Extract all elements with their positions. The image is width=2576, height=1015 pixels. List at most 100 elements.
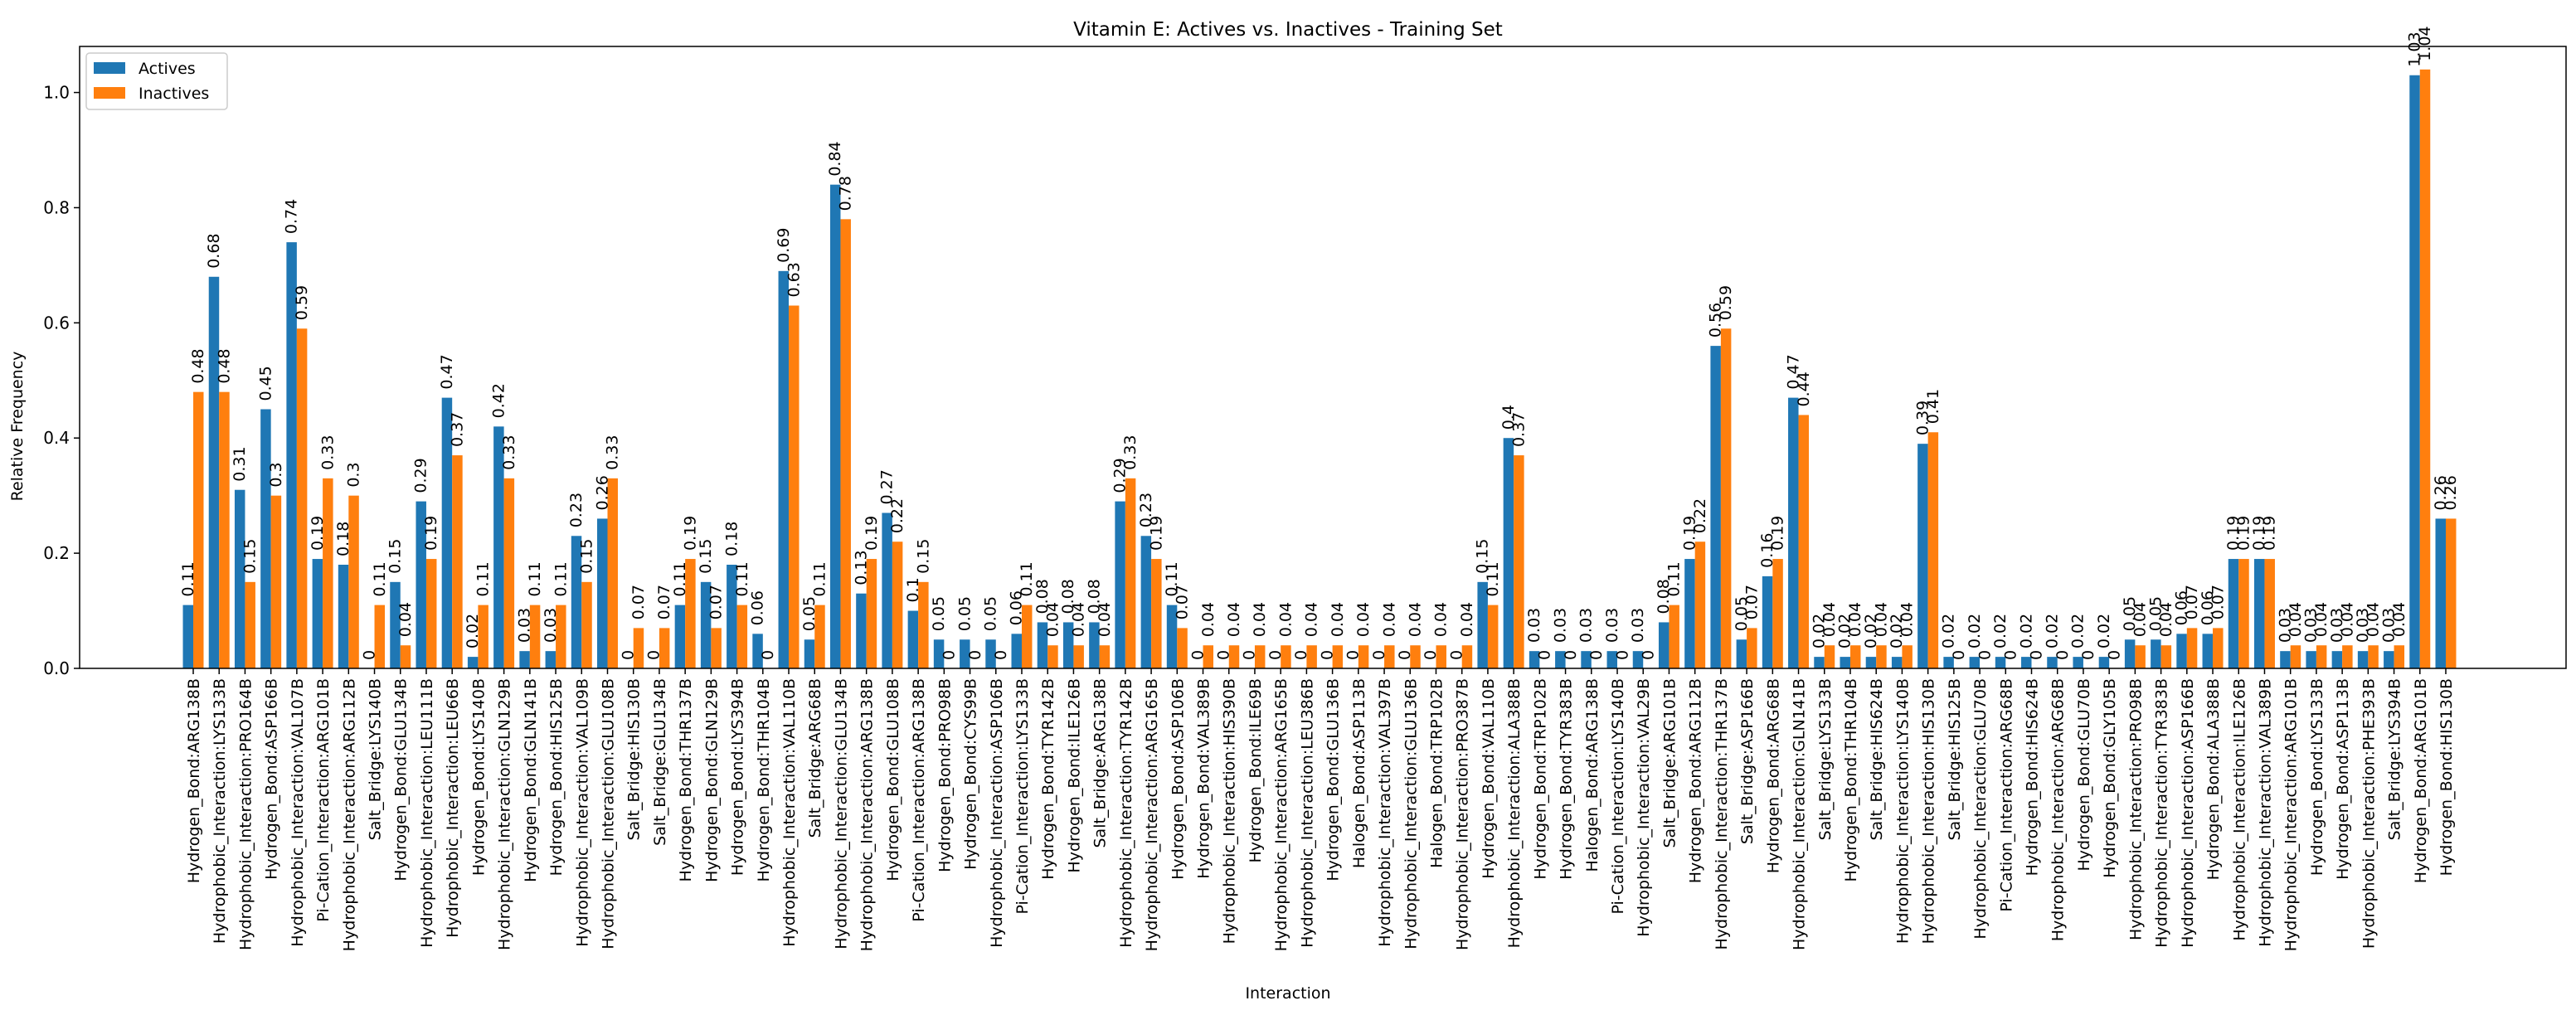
bar-label-inactives: 0.07 bbox=[655, 585, 673, 619]
x-tick-label: Hydrophobic_Interaction:VAL107B bbox=[289, 678, 307, 947]
x-tick-label: Hydrogen_Bond:ASP106B bbox=[1169, 678, 1187, 880]
bar-label-actives: 0.05 bbox=[955, 596, 974, 631]
bar-label-inactives: 0.11 bbox=[1665, 561, 1684, 596]
bar-label-actives: 0 bbox=[1266, 650, 1285, 660]
y-axis-label: Relative Frequency bbox=[8, 352, 27, 502]
bar-actives bbox=[182, 605, 193, 668]
bar-label-inactives: 0.11 bbox=[733, 561, 751, 596]
x-tick-label: Hydrophobic_Interaction:ILE126B bbox=[2230, 678, 2248, 941]
bar-label-inactives: 0.07 bbox=[707, 585, 726, 619]
y-tick-label: 1.0 bbox=[43, 83, 70, 103]
bar-label-inactives: 0.48 bbox=[189, 348, 207, 383]
bar-label-actives: 0.05 bbox=[2121, 596, 2139, 631]
x-tick-label: Salt_Bridge:LYS394B bbox=[2386, 678, 2404, 840]
bar-label-actives: 0.06 bbox=[2173, 590, 2191, 625]
bar-label-inactives: 0.22 bbox=[888, 498, 906, 533]
x-tick-label: Hydrophobic_Interaction:VAL109B bbox=[573, 678, 591, 947]
bar-actives bbox=[2253, 559, 2265, 668]
x-tick-label: Hydrogen_Bond:TYR383B bbox=[1558, 678, 1576, 880]
y-tick-label: 0.2 bbox=[43, 543, 70, 563]
bar-actives bbox=[545, 651, 557, 668]
bar-actives bbox=[1865, 657, 1877, 668]
bar-label-inactives: 0.11 bbox=[1018, 561, 1036, 596]
bar-inactives bbox=[503, 478, 515, 668]
bar-label-inactives: 0.04 bbox=[2157, 602, 2175, 637]
bar-label-inactives: 0.04 bbox=[2131, 602, 2150, 637]
bar-label-actives: 0.06 bbox=[2199, 590, 2217, 625]
bar-label-actives: 0.05 bbox=[930, 596, 948, 631]
bar-actives bbox=[985, 639, 996, 668]
bar-actives bbox=[519, 651, 530, 668]
bar-label-actives: 0.02 bbox=[1991, 614, 2010, 648]
x-tick-label: Hydrophobic_Interaction:VAL29B bbox=[1635, 678, 1653, 937]
bar-label-actives: 0 bbox=[1422, 650, 1440, 660]
bar-label-actives: 0 bbox=[619, 650, 637, 660]
bar-label-actives: 0.11 bbox=[1163, 561, 1181, 596]
bar-actives bbox=[1166, 605, 1178, 668]
bar-label-actives: 0.19 bbox=[1680, 516, 1699, 551]
x-tick-label: Hydrophobic_Interaction:ARG165B bbox=[1143, 678, 1161, 951]
bar-label-actives: 0.47 bbox=[1784, 354, 1802, 389]
bar-label-inactives: 0.15 bbox=[914, 539, 932, 574]
bar-actives bbox=[2073, 657, 2083, 668]
x-tick-label: Hydrophobic_Interaction:VAL389B bbox=[2256, 678, 2274, 947]
bar-label-actives: 0.03 bbox=[516, 608, 534, 643]
bar-label-inactives: 0.04 bbox=[2312, 602, 2331, 637]
x-tick-label: Hydrogen_Bond:GLU108B bbox=[884, 678, 902, 881]
x-tick-label: Hydrogen_Bond:TYR142B bbox=[1039, 678, 1057, 880]
bar-label-actives: 0.42 bbox=[489, 383, 508, 418]
bar-actives bbox=[2151, 639, 2161, 668]
x-tick-label: Hydrophobic_Interaction:ASP106B bbox=[988, 678, 1006, 948]
bar-inactives bbox=[1849, 645, 1861, 668]
bar-actives bbox=[1658, 622, 1670, 668]
bar-inactives bbox=[1436, 645, 1446, 668]
y-tick-label: 0.4 bbox=[43, 428, 70, 448]
bar-actives bbox=[933, 639, 945, 668]
x-tick-label: Salt_Bridge:LYS140B bbox=[367, 678, 385, 840]
bar-label-actives: 0.29 bbox=[412, 458, 430, 493]
bar-label-actives: 0.02 bbox=[1888, 614, 1906, 648]
bar-label-inactives: 0.11 bbox=[526, 561, 544, 596]
bar-label-inactives: 0.19 bbox=[1769, 516, 1787, 551]
x-tick-label: Hydrogen_Bond:LYS133B bbox=[2308, 678, 2326, 876]
x-tick-label: Hydrogen_Bond:GLU136B bbox=[1324, 678, 1343, 881]
bar-label-actives: 0.13 bbox=[852, 550, 870, 585]
bar-label-actives: 0.02 bbox=[2095, 614, 2113, 648]
chart-title: Vitamin E: Actives vs. Inactives - Train… bbox=[1073, 19, 1503, 41]
bar-label-inactives: 0 bbox=[1536, 650, 1554, 660]
x-tick-label: Hydrophobic_Interaction:TYR142B bbox=[1117, 678, 1135, 948]
bar-inactives bbox=[245, 581, 255, 668]
bar-inactives bbox=[2316, 645, 2327, 668]
bar-label-inactives: 0.33 bbox=[604, 435, 622, 470]
bar-inactives bbox=[814, 605, 825, 668]
bar-label-inactives: 0.04 bbox=[1872, 602, 1890, 637]
bar-inactives bbox=[1772, 559, 1783, 668]
bar-label-actives: 0 bbox=[645, 650, 663, 660]
bar-label-actives: 0 bbox=[1370, 650, 1388, 660]
bar-label-actives: 0.47 bbox=[438, 354, 456, 389]
bar-actives bbox=[1606, 651, 1618, 668]
bar-inactives bbox=[2290, 645, 2301, 668]
bar-label-inactives: 0.07 bbox=[2209, 585, 2227, 619]
bar-actives bbox=[234, 489, 245, 668]
bar-inactives bbox=[2419, 69, 2431, 669]
bar-label-actives: 0.03 bbox=[1603, 608, 1621, 643]
bar-label-actives: 0.1 bbox=[904, 577, 922, 602]
bar-inactives bbox=[2213, 628, 2224, 668]
bar-label-inactives: 0.04 bbox=[1846, 602, 1864, 637]
bar-label-inactives: 0.37 bbox=[448, 412, 466, 447]
bar-label-inactives: 0.11 bbox=[1484, 561, 1502, 596]
bar-label-actives: 0.56 bbox=[1707, 303, 1725, 338]
bar-label-inactives: 0.33 bbox=[318, 435, 337, 470]
bar-inactives bbox=[529, 605, 541, 668]
bar-label-actives: 0 bbox=[1214, 650, 1232, 660]
x-tick-label: Hydrophobic_Interaction:LYS140B bbox=[1893, 678, 1912, 944]
bar-inactives bbox=[1824, 645, 1835, 668]
bar-label-inactives: 1.04 bbox=[2416, 26, 2434, 61]
bar-label-inactives: 0.11 bbox=[552, 561, 570, 596]
bar-inactives bbox=[1021, 605, 1033, 668]
bar-inactives bbox=[659, 628, 670, 668]
bar-inactives bbox=[866, 559, 877, 668]
